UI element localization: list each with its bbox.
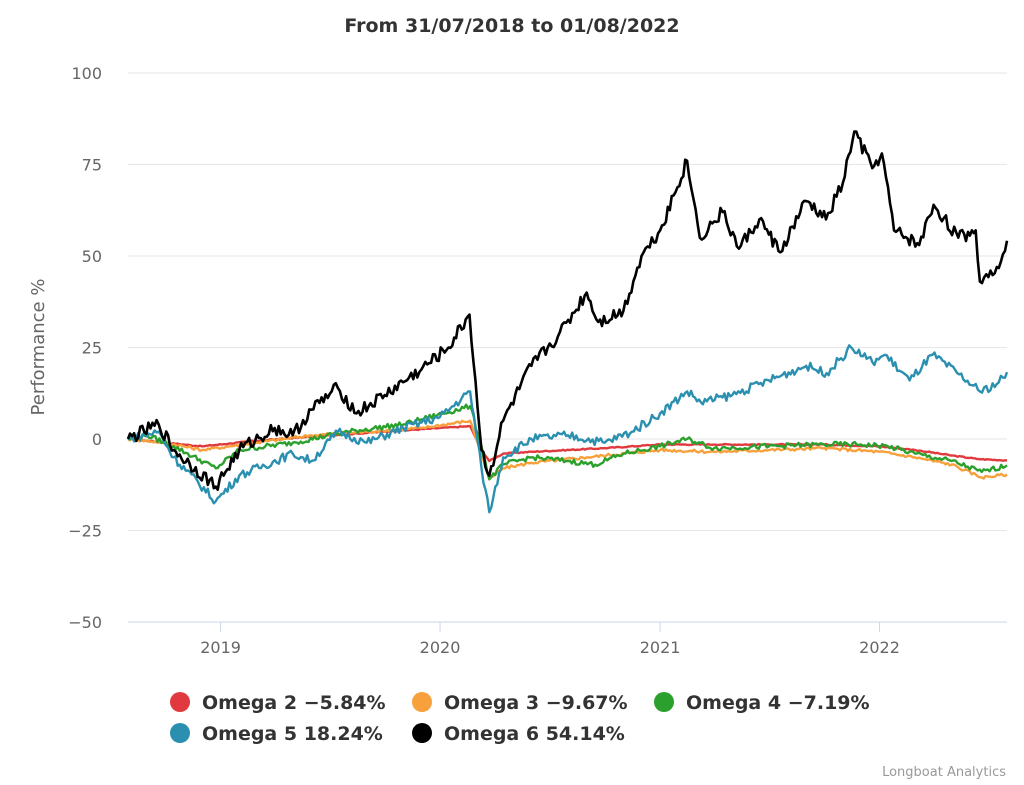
y-tick-label: 25 <box>82 339 102 358</box>
legend-label: Omega 3 −9.67% <box>444 692 628 714</box>
legend-item-omega-2[interactable]: Omega 2 −5.84% <box>170 692 386 714</box>
x-tick-label: 2021 <box>640 638 681 657</box>
series-line-omega-3 <box>127 419 1008 481</box>
y-tick-label: −25 <box>68 522 102 541</box>
legend: Omega 2 −5.84% Omega 3 −9.67% Omega 4 −7.1… <box>170 692 870 745</box>
x-tick-label: 2020 <box>420 638 461 657</box>
x-axis-ticks: 2019 2020 2021 2022 <box>200 622 900 657</box>
y-tick-label: −50 <box>68 613 102 632</box>
series-lines <box>126 130 1009 514</box>
credit-text[interactable]: Longboat Analytics <box>882 765 1006 780</box>
y-tick-label: 100 <box>71 64 102 83</box>
series-line-omega-4 <box>127 403 1008 481</box>
legend-label: Omega 2 −5.84% <box>202 692 386 714</box>
y-gridlines <box>128 72 1007 623</box>
legend-item-omega-5[interactable]: Omega 5 18.24% <box>170 723 383 745</box>
y-axis-label: Performance % <box>28 279 49 416</box>
x-tick-label: 2019 <box>200 638 241 657</box>
legend-label: Omega 6 54.14% <box>444 723 625 745</box>
legend-item-omega-3[interactable]: Omega 3 −9.67% <box>412 692 628 714</box>
legend-label: Omega 4 −7.19% <box>686 692 870 714</box>
series-line-omega-5 <box>127 344 1009 514</box>
series-line-omega-6 <box>126 130 1009 491</box>
legend-item-omega-6[interactable]: Omega 6 54.14% <box>412 723 625 745</box>
chart-title: From 31/07/2018 to 01/08/2022 <box>344 15 679 37</box>
legend-marker <box>412 692 432 712</box>
legend-marker <box>170 692 190 712</box>
y-axis-ticks: 100 75 50 25 0 −25 −50 <box>68 64 102 632</box>
legend-marker <box>654 692 674 712</box>
y-tick-label: 75 <box>82 156 102 175</box>
legend-label: Omega 5 18.24% <box>202 723 383 745</box>
y-tick-label: 0 <box>92 430 102 449</box>
y-tick-label: 50 <box>82 247 102 266</box>
legend-marker <box>412 723 432 743</box>
x-tick-label: 2022 <box>859 638 900 657</box>
legend-item-omega-4[interactable]: Omega 4 −7.19% <box>654 692 870 714</box>
legend-marker <box>170 723 190 743</box>
